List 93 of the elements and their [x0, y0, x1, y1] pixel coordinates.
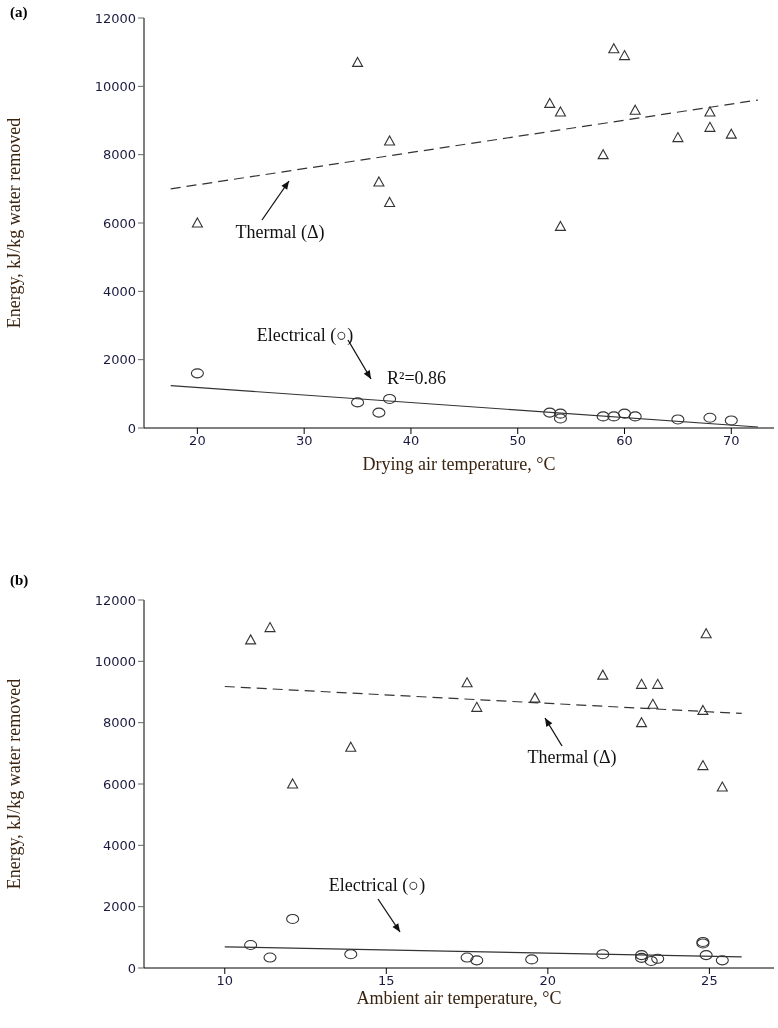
- point: [544, 97, 556, 108]
- y-tick-label: 2000: [102, 899, 136, 915]
- point: [597, 669, 609, 680]
- point: [617, 408, 632, 419]
- x-tick-label: 25: [701, 973, 718, 989]
- point: [715, 955, 729, 966]
- x-tick-label: 40: [402, 433, 420, 449]
- x-tick-label: 30: [295, 433, 313, 449]
- point: [596, 411, 610, 422]
- point: [716, 781, 728, 792]
- y-tick-label: 8000: [102, 715, 136, 731]
- point: [608, 43, 620, 54]
- point: [529, 692, 541, 703]
- x-tick-label: 20: [189, 433, 206, 449]
- point: [596, 949, 610, 960]
- annotation: Electrical (○): [328, 875, 426, 896]
- x-tick-label: 10: [216, 973, 234, 989]
- point: [635, 678, 648, 689]
- point: [704, 106, 716, 117]
- point: [704, 121, 716, 132]
- point: [700, 628, 712, 639]
- y-tick-label: 2000: [102, 352, 136, 368]
- point: [699, 950, 713, 961]
- point: [697, 704, 709, 715]
- point: [244, 939, 258, 951]
- y-axis-title: Energy, kJ/kg water removed: [4, 678, 25, 890]
- point: [651, 953, 665, 964]
- annotation: Electrical (○): [256, 325, 354, 346]
- point: [618, 50, 631, 61]
- point: [725, 128, 737, 139]
- point: [384, 135, 396, 146]
- annotation: Thermal (Δ): [235, 222, 325, 243]
- point: [470, 955, 484, 966]
- point: [471, 701, 483, 712]
- annotation: R²=0.86: [387, 368, 447, 388]
- point: [703, 412, 717, 423]
- y-axis-title: Energy, kJ/kg water removed: [4, 117, 25, 329]
- point: [525, 954, 539, 965]
- point: [553, 413, 567, 424]
- point: [724, 415, 738, 426]
- y-tick-label: 8000: [102, 147, 136, 163]
- point: [597, 149, 609, 160]
- y-tick-label: 6000: [102, 215, 136, 231]
- point: [652, 678, 664, 689]
- point: [351, 397, 365, 408]
- point: [245, 634, 257, 645]
- point: [263, 952, 277, 963]
- x-tick-label: 20: [539, 973, 557, 989]
- point: [344, 949, 358, 960]
- x-tick-label: 50: [509, 433, 526, 449]
- y-tick-label: 10000: [94, 78, 136, 94]
- text: (a): [10, 4, 28, 21]
- point: [383, 393, 397, 405]
- text: (b): [10, 572, 29, 589]
- point: [372, 407, 386, 418]
- y-tick-label: 0: [127, 960, 136, 976]
- point: [554, 220, 566, 231]
- point: [345, 741, 357, 752]
- point: [647, 698, 659, 709]
- annotation: Thermal (Δ): [527, 747, 617, 768]
- point: [628, 411, 642, 422]
- point: [629, 104, 641, 115]
- x-tick-label: 60: [616, 433, 633, 449]
- point: [672, 132, 684, 143]
- x-tick-label: 70: [723, 433, 740, 449]
- point: [607, 411, 621, 422]
- point: [554, 106, 566, 117]
- point: [553, 408, 567, 419]
- point: [264, 622, 276, 633]
- y-tick-label: 4000: [102, 837, 136, 853]
- y-tick-label: 0: [127, 420, 136, 436]
- point: [644, 955, 658, 966]
- point: [191, 217, 203, 228]
- point: [352, 56, 364, 67]
- y-tick-label: 4000: [102, 283, 136, 299]
- x-axis-title: Drying air temperature, °C: [362, 454, 556, 474]
- point: [287, 778, 299, 789]
- point: [543, 407, 557, 418]
- point: [671, 414, 685, 425]
- y-tick-label: 10000: [94, 653, 136, 669]
- point: [384, 196, 396, 208]
- point: [190, 368, 204, 379]
- y-tick-label: 12000: [94, 592, 136, 608]
- point: [697, 760, 709, 771]
- y-tick-label: 6000: [102, 776, 136, 792]
- point: [635, 717, 648, 728]
- point: [461, 677, 473, 688]
- x-tick-label: 15: [378, 973, 395, 989]
- point: [460, 952, 474, 963]
- point: [373, 176, 385, 187]
- y-tick-label: 12000: [94, 10, 136, 26]
- point: [286, 913, 300, 924]
- x-axis-title: Ambient air temperature, °C: [356, 988, 562, 1008]
